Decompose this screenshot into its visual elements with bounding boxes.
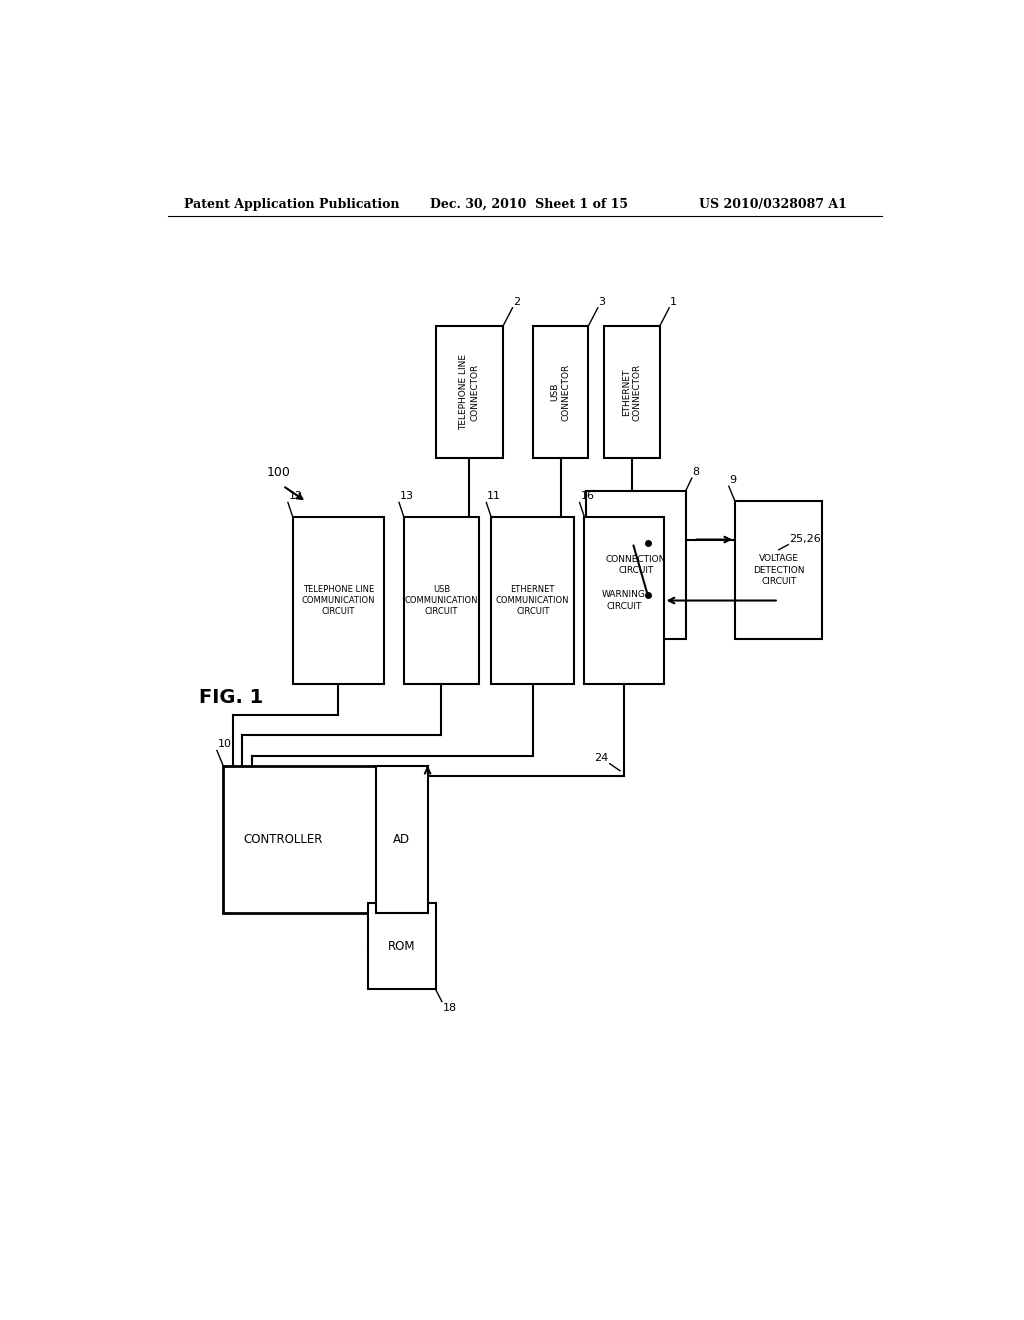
FancyBboxPatch shape — [587, 491, 685, 639]
Text: CONNECTION
CIRCUIT: CONNECTION CIRCUIT — [606, 554, 666, 576]
FancyBboxPatch shape — [435, 326, 503, 458]
Text: 16: 16 — [581, 491, 594, 502]
Text: USB
CONNECTOR: USB CONNECTOR — [551, 363, 570, 421]
Text: 3: 3 — [599, 297, 605, 306]
Text: 24: 24 — [594, 752, 608, 763]
Text: 10: 10 — [218, 739, 231, 750]
FancyBboxPatch shape — [735, 502, 822, 639]
Text: 2: 2 — [513, 297, 520, 306]
Text: 100: 100 — [267, 466, 291, 479]
Text: 18: 18 — [442, 1002, 457, 1012]
Text: 11: 11 — [487, 491, 501, 502]
Text: AD: AD — [393, 833, 411, 846]
FancyBboxPatch shape — [532, 326, 588, 458]
Text: WARNING
CIRCUIT: WARNING CIRCUIT — [602, 590, 646, 611]
Text: Dec. 30, 2010  Sheet 1 of 15: Dec. 30, 2010 Sheet 1 of 15 — [430, 198, 628, 211]
Text: CONTROLLER: CONTROLLER — [243, 833, 323, 846]
Text: TELEPHONE LINE
COMMUNICATION
CIRCUIT: TELEPHONE LINE COMMUNICATION CIRCUIT — [301, 585, 375, 616]
Text: US 2010/0328087 A1: US 2010/0328087 A1 — [699, 198, 847, 211]
FancyBboxPatch shape — [585, 516, 664, 684]
FancyBboxPatch shape — [492, 516, 574, 684]
FancyBboxPatch shape — [293, 516, 384, 684]
Text: 25,26: 25,26 — [790, 533, 821, 544]
Text: FIG. 1: FIG. 1 — [200, 688, 263, 706]
Text: Patent Application Publication: Patent Application Publication — [183, 198, 399, 211]
FancyBboxPatch shape — [403, 516, 479, 684]
Text: USB
COMMUNICATION
CIRCUIT: USB COMMUNICATION CIRCUIT — [404, 585, 478, 616]
Text: 8: 8 — [692, 467, 699, 477]
Text: 12: 12 — [289, 491, 303, 502]
Text: TELEPHONE LINE
CONNECTOR: TELEPHONE LINE CONNECTOR — [459, 354, 479, 430]
Text: VOLTAGE
DETECTION
CIRCUIT: VOLTAGE DETECTION CIRCUIT — [753, 554, 805, 586]
Text: ETHERNET
CONNECTOR: ETHERNET CONNECTOR — [622, 363, 642, 421]
FancyBboxPatch shape — [368, 903, 435, 989]
Text: ROM: ROM — [388, 940, 416, 953]
FancyBboxPatch shape — [604, 326, 659, 458]
FancyBboxPatch shape — [223, 766, 382, 913]
Text: ETHERNET
COMMUNICATION
CIRCUIT: ETHERNET COMMUNICATION CIRCUIT — [496, 585, 569, 616]
Text: 1: 1 — [670, 297, 677, 306]
Text: 13: 13 — [399, 491, 414, 502]
Text: 9: 9 — [729, 475, 736, 486]
FancyBboxPatch shape — [376, 766, 428, 913]
